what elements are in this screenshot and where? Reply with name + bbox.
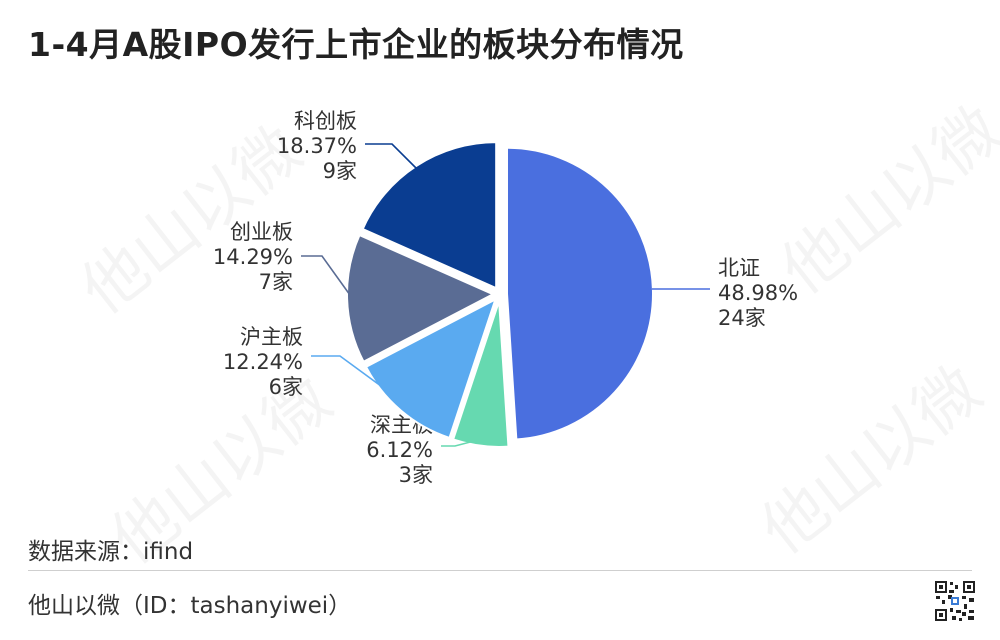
slice-percent: 12.24% — [223, 350, 303, 374]
leader-line — [301, 255, 356, 303]
slice-count: 3家 — [399, 463, 433, 487]
slice-count: 7家 — [259, 270, 293, 294]
slice-percent: 14.29% — [213, 245, 293, 269]
slice-label: 沪主板 — [240, 325, 303, 349]
pie-slice — [452, 299, 510, 448]
leader-line — [365, 143, 419, 171]
slice-count: 9家 — [323, 159, 357, 183]
chart-title: 1-4月A股IPO发行上市企业的板块分布情况 — [28, 25, 684, 64]
slice-count: 24家 — [718, 306, 766, 330]
slice-percent: 6.12% — [366, 438, 433, 462]
pie-slice — [346, 234, 495, 363]
pie-slice — [505, 146, 654, 441]
slice-percent: 18.37% — [277, 134, 357, 158]
pie-slice — [361, 141, 498, 290]
leader-line — [311, 355, 401, 401]
slice-count: 6家 — [269, 375, 303, 399]
account-id: 他山以微（ID：tashanyiwei） — [28, 593, 352, 619]
qr-code-icon — [934, 580, 976, 622]
pie-slice — [365, 298, 497, 439]
data-source: 数据来源：ifind — [28, 539, 194, 565]
slice-label: 北证 — [718, 256, 760, 280]
slice-label: 创业板 — [230, 220, 293, 244]
slice-percent: 48.98% — [718, 281, 798, 305]
footer-divider — [28, 570, 972, 571]
leader-line — [441, 439, 479, 447]
slice-label: 科创板 — [294, 109, 357, 133]
